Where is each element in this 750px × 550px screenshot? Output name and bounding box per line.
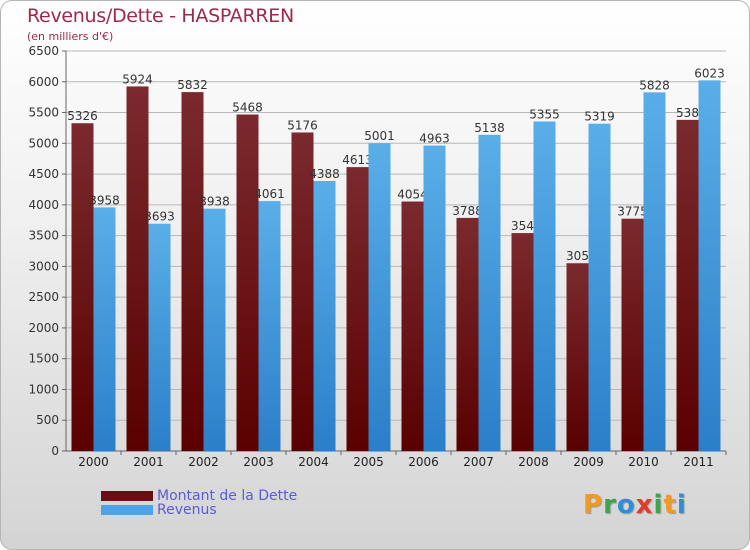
x-tick-label: 2000 (78, 455, 109, 469)
bar-revenus (313, 180, 336, 451)
bar-dette (676, 119, 699, 451)
data-label: 5319 (584, 110, 615, 124)
x-tick-label: 2004 (298, 455, 329, 469)
proxiti-logo: Proxiti (583, 490, 687, 520)
x-tick-label: 2006 (408, 455, 439, 469)
data-label: 3693 (144, 210, 175, 224)
data-label: 5176 (287, 118, 318, 132)
y-tick-label: 1500 (28, 352, 59, 366)
data-label: 5326 (67, 109, 98, 123)
bar-revenus (478, 134, 501, 452)
y-tick-label: 6000 (28, 75, 59, 89)
bar-dette (456, 217, 479, 451)
x-tick-label: 2003 (243, 455, 274, 469)
bar-dette (71, 123, 94, 451)
x-tick-label: 2007 (463, 455, 494, 469)
data-label: 5468 (232, 101, 263, 115)
logo-letter: o (616, 490, 636, 520)
data-label: 3775 (617, 205, 648, 219)
logo-letter: r (603, 490, 617, 520)
data-label: 5832 (177, 78, 208, 92)
bar-dette (236, 114, 259, 451)
logo-letter: P (583, 490, 604, 520)
x-tick-label: 2005 (353, 455, 384, 469)
data-label: 5924 (122, 72, 153, 86)
bar-revenus (368, 143, 391, 451)
x-tick-label: 2010 (628, 455, 659, 469)
legend-item-revenus: Revenus (101, 502, 217, 518)
data-label: 4963 (419, 132, 450, 146)
x-tick-label: 2011 (683, 455, 714, 469)
bar-revenus (643, 92, 666, 451)
logo-letter: i (653, 490, 664, 520)
bar-revenus (93, 207, 116, 451)
data-label: 3788 (452, 204, 483, 218)
y-tick-label: 1000 (28, 382, 59, 396)
data-label: 5828 (639, 78, 670, 92)
legend-label-dette: Montant de la Dette (157, 488, 298, 504)
y-tick-label: 4500 (28, 167, 59, 181)
data-label: 4388 (309, 167, 340, 181)
y-tick-label: 500 (36, 413, 59, 427)
legend-label-revenus: Revenus (157, 502, 217, 518)
y-tick-label: 2000 (28, 321, 59, 335)
chart-subtitle: (en milliers d'€) (27, 30, 114, 43)
bar-revenus (258, 201, 281, 451)
legend-item-dette: Montant de la Dette (101, 488, 298, 504)
y-tick-label: 5500 (28, 106, 59, 120)
data-label: 354 (511, 219, 534, 233)
legend-swatch-dette (101, 491, 153, 501)
y-tick-label: 5000 (28, 136, 59, 150)
x-tick-label: 2001 (133, 455, 164, 469)
y-tick-label: 2500 (28, 290, 59, 304)
bar-revenus (533, 121, 556, 451)
logo-letter: i (676, 490, 687, 520)
data-label: 538 (676, 106, 699, 120)
bar-dette (181, 92, 204, 451)
y-tick-label: 4000 (28, 198, 59, 212)
x-tick-label: 2008 (518, 455, 549, 469)
bar-revenus (148, 223, 171, 451)
legend-swatch-revenus (101, 505, 153, 515)
bar-dette (346, 167, 369, 451)
logo-letter: x (635, 490, 654, 520)
data-label: 3938 (199, 195, 230, 209)
y-tick-label: 3000 (28, 259, 59, 273)
bar-dette (401, 201, 424, 451)
bar-revenus (588, 123, 611, 451)
bar-dette (621, 218, 644, 451)
bar-revenus (698, 80, 721, 451)
y-tick-label: 3500 (28, 229, 59, 243)
y-tick-label: 6500 (28, 44, 59, 58)
data-label: 4613 (342, 153, 373, 167)
data-label: 6023 (694, 66, 725, 80)
y-tick-label: 0 (51, 444, 59, 458)
data-label: 5138 (474, 121, 505, 135)
chart-title: Revenus/Dette - HASPARREN (27, 5, 294, 27)
bar-dette (126, 86, 149, 451)
bar-revenus (423, 145, 446, 452)
data-label: 4054 (397, 188, 428, 202)
x-tick-label: 2009 (573, 455, 604, 469)
x-tick-label: 2002 (188, 455, 219, 469)
logo-letter: t (663, 490, 677, 520)
bar-dette (566, 263, 589, 451)
bar-revenus (203, 208, 226, 451)
data-label: 305 (566, 249, 589, 263)
data-label: 4061 (254, 187, 285, 201)
data-label: 5355 (529, 107, 560, 121)
data-label: 3958 (89, 193, 120, 207)
bar-dette (511, 233, 534, 451)
data-label: 5001 (364, 129, 395, 143)
bar-dette (291, 132, 314, 451)
